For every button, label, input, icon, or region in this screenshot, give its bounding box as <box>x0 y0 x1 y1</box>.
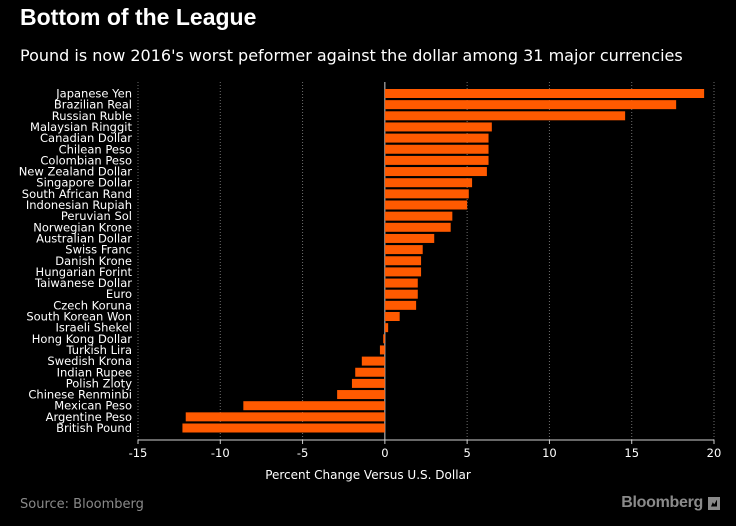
bar-colombian-peso <box>384 155 489 165</box>
category-label: Indian Rupee <box>57 365 132 379</box>
category-label: Turkish Lira <box>66 343 132 357</box>
category-label: Euro <box>106 287 132 301</box>
bar-indian-rupee <box>355 367 385 377</box>
brand-name: Bloomberg <box>621 494 703 511</box>
category-label: Hungarian Forint <box>36 265 133 279</box>
category-label: Czech Koruna <box>53 298 132 312</box>
category-label: Mexican Peso <box>54 399 132 413</box>
chart-title: Bottom of the League <box>20 4 257 30</box>
bar-singapore-dollar <box>384 178 473 188</box>
bar-brazilian-real <box>384 100 677 110</box>
bars <box>182 89 705 433</box>
category-label: Brazilian Real <box>54 98 132 112</box>
bar-peruvian-sol <box>384 211 453 221</box>
bar-swedish-krona <box>361 356 385 366</box>
category-label: Peruvian Sol <box>61 209 132 223</box>
bar-danish-krone <box>384 256 422 266</box>
bar-chinese-renminbi <box>337 390 385 400</box>
category-label: Russian Ruble <box>52 109 132 123</box>
chart-brand-icon <box>708 496 720 510</box>
bar-malaysian-ringgit <box>384 122 492 132</box>
bar-russian-ruble <box>384 111 626 121</box>
category-label: Swiss Franc <box>65 243 132 257</box>
category-label: Canadian Dollar <box>40 131 132 145</box>
category-label: Chinese Renminbi <box>28 388 132 402</box>
category-label: Argentine Peso <box>46 410 132 424</box>
bar-taiwanese-dollar <box>384 278 418 288</box>
category-label: Swedish Krona <box>47 354 132 368</box>
x-axis-ticks: -15 -10 -5 0 5 10 15 20 <box>129 440 722 460</box>
bar-swiss-franc <box>384 245 423 255</box>
bar-japanese-yen <box>384 89 705 98</box>
tick-label: 10 <box>542 446 557 460</box>
bar-norwegian-krone <box>384 222 451 232</box>
category-label: South African Rand <box>22 187 132 201</box>
bar-israeli-shekel <box>384 323 389 333</box>
tick-label: -5 <box>297 446 308 460</box>
bar-hong-kong-dollar <box>383 334 385 344</box>
category-label: South Korean Won <box>26 310 132 324</box>
category-label: Israeli Shekel <box>56 321 132 335</box>
bar-british-pound <box>182 423 385 433</box>
bar-new-zealand-dollar <box>384 167 487 177</box>
chart-subtitle: Pound is now 2016's worst peformer again… <box>20 46 683 65</box>
bar-south-korean-won <box>384 312 400 321</box>
category-label: Malaysian Ringgit <box>30 120 132 134</box>
bar-australian-dollar <box>384 233 435 243</box>
category-label: New Zealand Dollar <box>19 165 133 179</box>
tick-label: 0 <box>381 446 388 460</box>
category-label: British Pound <box>56 421 132 435</box>
category-label: Singapore Dollar <box>36 176 132 190</box>
category-label: Japanese Yen <box>55 87 132 101</box>
bar-hungarian-forint <box>384 267 422 277</box>
bloomberg-logo: Bloomberg <box>621 494 720 512</box>
bar-canadian-dollar <box>384 133 489 143</box>
category-label: Hong Kong Dollar <box>32 332 133 346</box>
category-label: Chilean Peso <box>59 142 132 156</box>
source-note: Source: Bloomberg <box>20 497 144 512</box>
category-label: Australian Dollar <box>36 231 132 245</box>
bar-argentine-peso <box>185 412 385 422</box>
tick-label: 5 <box>463 446 470 460</box>
tick-label: 20 <box>707 446 722 460</box>
bar-chilean-peso <box>384 144 489 154</box>
category-label: Danish Krone <box>55 254 132 268</box>
tick-label: -10 <box>211 446 230 460</box>
category-label: Polish Zloty <box>66 376 133 390</box>
bar-czech-koruna <box>384 300 417 310</box>
category-label: Taiwanese Dollar <box>34 276 132 290</box>
bar-polish-zloty <box>351 378 385 388</box>
category-label: Indonesian Rupiah <box>26 198 132 212</box>
bar-mexican-peso <box>243 401 385 411</box>
x-axis-label: Percent Change Versus U.S. Dollar <box>265 468 471 482</box>
category-label: Norwegian Krone <box>33 220 132 234</box>
bar-south-african-rand <box>384 189 469 199</box>
category-label: Colombian Peso <box>40 153 132 167</box>
bar-indonesian-rupiah <box>384 200 468 210</box>
tick-label: 15 <box>624 446 639 460</box>
bar-euro <box>384 289 418 299</box>
bar-turkish-lira <box>379 345 385 355</box>
tick-label: -15 <box>129 446 148 460</box>
